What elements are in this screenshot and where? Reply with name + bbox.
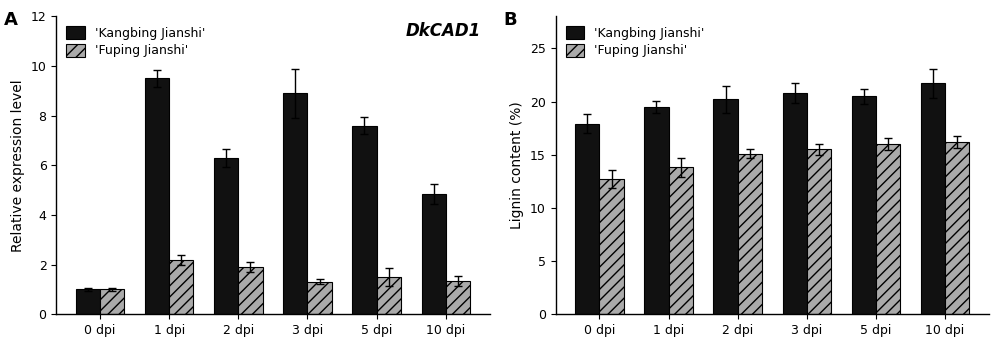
Bar xyxy=(352,126,377,314)
Text: B: B xyxy=(504,10,517,29)
Bar xyxy=(377,277,401,314)
Bar xyxy=(921,84,945,314)
Text: DkCAD1: DkCAD1 xyxy=(406,22,481,40)
Bar xyxy=(783,93,807,314)
Y-axis label: Relative expression level: Relative expression level xyxy=(11,79,25,252)
Bar xyxy=(238,267,263,314)
Bar xyxy=(738,153,762,314)
Bar xyxy=(575,124,599,314)
Bar xyxy=(422,194,446,314)
Bar xyxy=(644,107,669,314)
Y-axis label: Lignin content (%): Lignin content (%) xyxy=(510,102,524,229)
Bar xyxy=(669,167,693,314)
Legend: 'Kangbing Jianshi', 'Fuping Jianshi': 'Kangbing Jianshi', 'Fuping Jianshi' xyxy=(562,23,708,61)
Bar xyxy=(852,96,876,314)
Text: A: A xyxy=(4,10,18,29)
Bar xyxy=(446,281,470,314)
Bar xyxy=(283,93,307,314)
Bar xyxy=(807,149,831,314)
Bar xyxy=(599,179,624,314)
Bar xyxy=(100,289,124,314)
Bar xyxy=(307,282,332,314)
Bar xyxy=(169,260,193,314)
Legend: 'Kangbing Jianshi', 'Fuping Jianshi': 'Kangbing Jianshi', 'Fuping Jianshi' xyxy=(63,23,209,61)
Bar xyxy=(945,142,969,314)
Bar xyxy=(876,144,900,314)
Bar xyxy=(713,100,738,314)
Bar xyxy=(76,289,100,314)
Bar xyxy=(145,79,169,314)
Bar xyxy=(214,158,238,314)
